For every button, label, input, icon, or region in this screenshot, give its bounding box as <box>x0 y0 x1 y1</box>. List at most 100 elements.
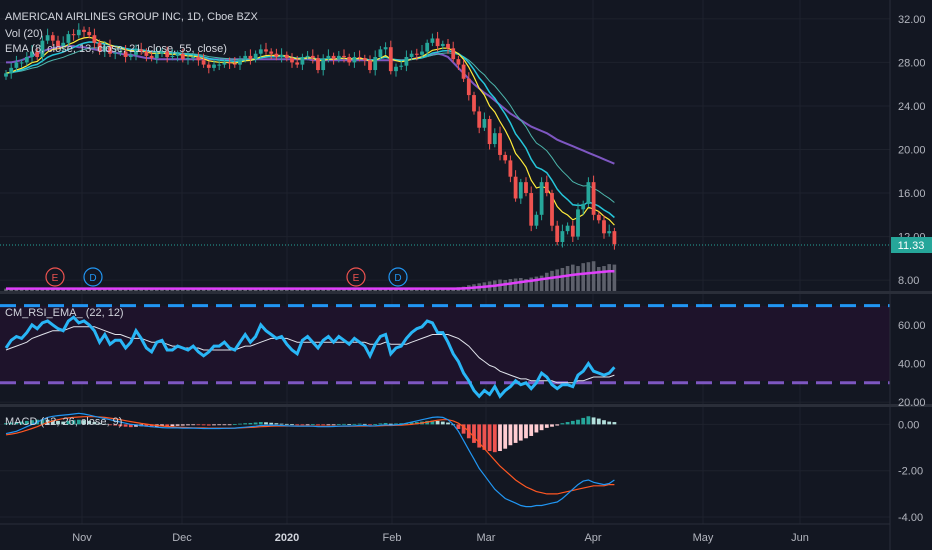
time-tick-label: 2020 <box>275 532 299 544</box>
candle-body <box>487 119 492 145</box>
candle <box>482 112 487 131</box>
rsi-pane[interactable] <box>0 304 890 399</box>
ema8-line <box>5 36 615 226</box>
candle <box>321 54 326 76</box>
dividend-marker[interactable]: D <box>83 267 103 287</box>
macd-histogram-bar <box>113 424 118 426</box>
macd-histogram-bar <box>82 420 86 425</box>
candle <box>92 28 97 49</box>
candle-body <box>503 154 508 161</box>
pane-separator-price-rsi[interactable] <box>0 291 932 294</box>
earnings-marker[interactable]: E <box>346 267 366 287</box>
macd-histogram-bar <box>50 420 55 425</box>
candle <box>232 56 237 68</box>
macd-histogram-bar <box>264 422 268 425</box>
candle-body <box>612 231 617 245</box>
candle-body <box>264 49 268 52</box>
macd-histogram-bar <box>76 419 81 425</box>
candle-body <box>180 53 185 60</box>
macd-histogram-bar <box>14 422 19 425</box>
macd-histogram-bar <box>118 424 123 427</box>
price-pane[interactable] <box>0 23 890 291</box>
macd-histogram-bar <box>212 424 216 426</box>
macd-signal-line <box>5 416 615 495</box>
candle <box>456 55 461 71</box>
candle-body <box>206 64 211 68</box>
candle-body <box>170 55 175 57</box>
volume-bar <box>529 277 533 291</box>
candle-body <box>14 62 19 68</box>
candle <box>362 54 367 66</box>
candle <box>227 57 232 69</box>
macd-histogram-bar <box>149 424 154 428</box>
macd-histogram-bar <box>534 424 539 433</box>
candle-body <box>24 56 29 63</box>
candle-body <box>565 225 570 232</box>
macd-histogram-bar <box>40 419 45 425</box>
pane-separator-rsi-macd[interactable] <box>0 404 932 407</box>
macd-histogram-bar <box>550 424 554 427</box>
chart-title[interactable]: AMERICAN AIRLINES GROUP INC, 1D, Cboe BZ… <box>5 11 259 23</box>
candle-body <box>212 64 216 68</box>
vol-indicator-label[interactable]: Vol (20) <box>5 28 43 40</box>
macd-histogram-bar <box>331 424 336 426</box>
macd-histogram-bar <box>539 424 544 431</box>
candle-body <box>399 65 404 67</box>
macd-histogram-bar <box>555 424 560 426</box>
candle-body <box>591 182 596 215</box>
candle <box>87 27 92 39</box>
time-tick-label: May <box>693 532 714 544</box>
candle <box>102 41 107 57</box>
candle <box>160 48 164 57</box>
candle-body <box>581 203 586 210</box>
candle <box>560 224 565 248</box>
candle-body <box>186 58 190 60</box>
volume-bar <box>607 264 611 291</box>
candle <box>290 53 294 68</box>
candle-body <box>128 54 133 57</box>
macd-pane[interactable] <box>4 412 617 508</box>
1-tick-label: 20.00 <box>898 397 926 409</box>
candle <box>466 72 471 101</box>
candle <box>61 36 66 52</box>
macd-histogram-bar <box>196 424 201 426</box>
candle-body <box>274 53 279 57</box>
last-price-badge: 11.33 <box>891 237 932 253</box>
candle <box>425 39 430 57</box>
candle-body <box>248 55 253 60</box>
rsi-indicator-label[interactable]: CM_RSI_EMA_ (22, 12) <box>5 307 124 319</box>
earnings-marker[interactable]: E <box>45 267 65 287</box>
candle <box>186 51 190 65</box>
candle <box>576 202 580 240</box>
candle-body <box>149 55 154 59</box>
candle <box>446 39 450 54</box>
macd-indicator-label[interactable]: MACD (12, 26, close, 9) <box>5 416 122 428</box>
candle-body <box>472 95 476 112</box>
macd-histogram-bar <box>368 424 372 426</box>
volume-bar <box>555 269 559 291</box>
dividend-marker[interactable]: D <box>388 267 408 287</box>
volume-bar <box>508 279 513 291</box>
candle-body <box>222 62 227 65</box>
candle <box>534 211 539 229</box>
candle <box>368 55 372 74</box>
volume-bar <box>513 278 518 291</box>
candle <box>56 35 60 50</box>
candle-body <box>154 53 159 59</box>
candle-body <box>305 55 310 57</box>
legends: AMERICAN AIRLINES GROUP INC, 1D, Cboe BZ… <box>5 11 259 428</box>
candle-body <box>451 48 456 60</box>
candle <box>336 50 341 63</box>
candle-body <box>243 55 248 60</box>
candle <box>238 55 242 71</box>
ema-indicator-label[interactable]: EMA (8, close, 13, close, 21, close, 55,… <box>5 43 227 55</box>
candle-body <box>388 47 393 72</box>
macd-histogram-bar <box>269 422 274 425</box>
svg-text:E: E <box>52 273 59 284</box>
candle <box>248 49 253 65</box>
macd-histogram-bar <box>409 422 414 425</box>
candle <box>607 224 612 237</box>
candle-body <box>9 67 14 74</box>
candle-body <box>368 60 372 71</box>
